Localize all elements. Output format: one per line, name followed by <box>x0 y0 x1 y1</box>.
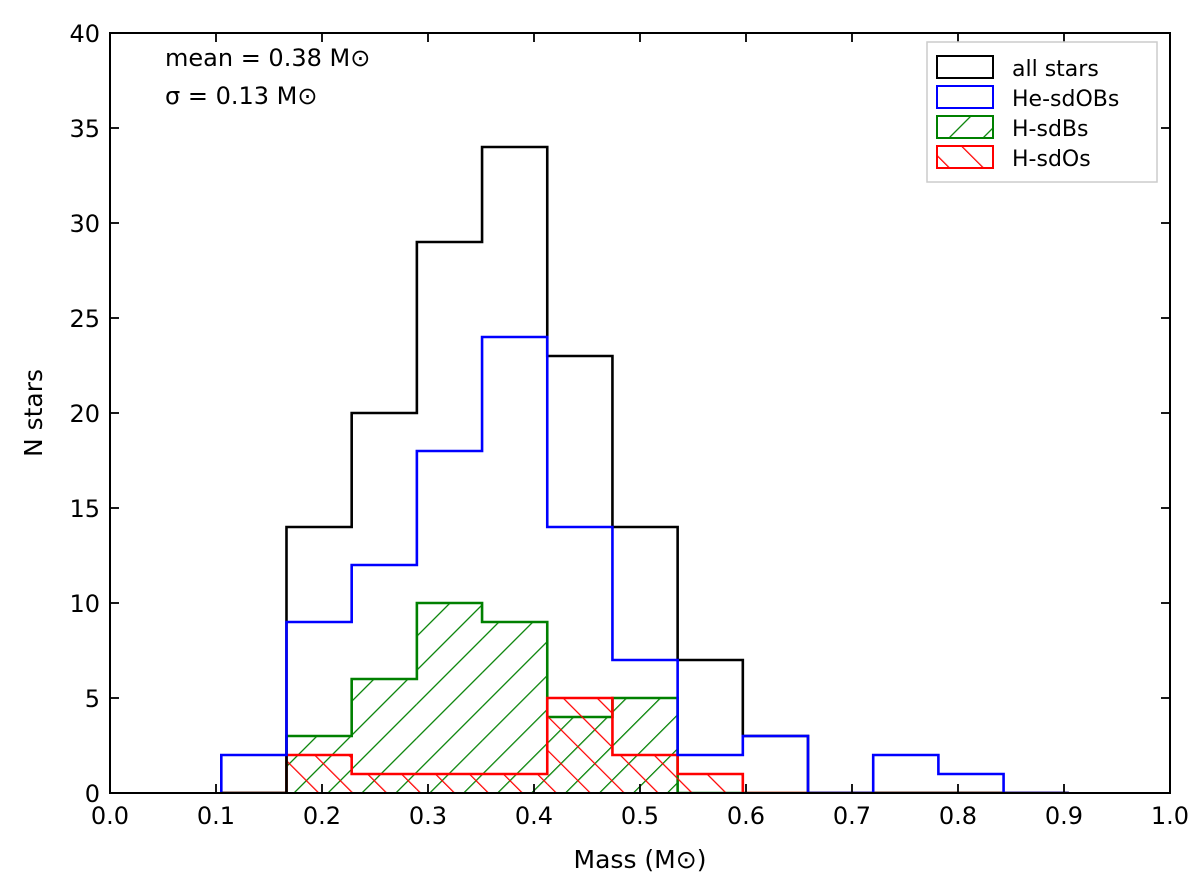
bar-h-sdos-4 <box>482 774 548 793</box>
y-tick-label-0: 0 <box>85 780 100 808</box>
y-tick-label-5: 25 <box>69 305 100 333</box>
legend-swatch-he-sdobs <box>936 85 994 109</box>
y-tick-label-6: 30 <box>69 210 100 238</box>
x-tick-label-1: 0.1 <box>197 802 235 830</box>
legend: all stars He-sdOBs H-sdBs H-sdOs <box>926 41 1158 183</box>
y-axis-label: N stars <box>19 369 48 457</box>
bar-h-sdos-1 <box>286 755 352 793</box>
x-tick-label-8: 0.8 <box>939 802 977 830</box>
x-tick-label-5: 0.5 <box>621 802 659 830</box>
bar-h-sdos-5 <box>547 698 613 793</box>
legend-label-h-sdbs: H-sdBs <box>1012 117 1088 142</box>
legend-swatch-all-stars <box>936 55 994 79</box>
series-layer <box>220 145 1069 793</box>
legend-label-he-sdobs: He-sdOBs <box>1012 87 1119 112</box>
series-all-stars <box>221 145 1069 793</box>
x-tick-label-0: 0.0 <box>91 802 129 830</box>
legend-label-h-sdos: H-sdOs <box>1012 147 1091 172</box>
bar-h-sdos-3 <box>416 774 483 793</box>
x-axis-label: Mass (M⊙) <box>574 845 707 874</box>
annotation-mean: mean = 0.38 M⊙ <box>165 44 370 72</box>
y-tick-label-1: 5 <box>85 685 100 713</box>
legend-swatch-h-sdbs <box>936 115 994 139</box>
bar-h-sdos-6 <box>612 755 678 793</box>
y-tick-label-7: 35 <box>69 115 100 143</box>
step-outline-he-sdobs <box>220 335 1069 793</box>
ticks-layer: 0.0 0.1 0.2 0.3 0.4 0.5 0.6 0.7 0.8 0.9 1.0 0 5 10 15 2… <box>69 20 1189 830</box>
y-tick-label-4: 20 <box>69 400 100 428</box>
x-tick-label-6: 0.6 <box>727 802 765 830</box>
y-tick-label-3: 15 <box>69 495 100 523</box>
bar-h-sdos-7 <box>677 774 743 793</box>
bar-h-sdos-2 <box>351 774 417 793</box>
legend-label-all-stars: all stars <box>1012 57 1099 82</box>
series-he-sdobs <box>220 335 1069 793</box>
x-tick-label-3: 0.3 <box>409 802 447 830</box>
bar-h-sdbs-4 <box>482 622 548 793</box>
y-tick-label-2: 10 <box>69 590 100 618</box>
step-outline-h-sdos <box>221 696 1069 793</box>
x-tick-label-10: 1.0 <box>1151 802 1189 830</box>
legend-swatch-h-sdos <box>936 145 994 169</box>
series-h-sdos <box>221 696 1069 793</box>
x-tick-label-4: 0.4 <box>515 802 553 830</box>
x-tick-label-2: 0.2 <box>303 802 341 830</box>
x-tick-label-7: 0.7 <box>833 802 871 830</box>
x-tick-label-9: 0.9 <box>1045 802 1083 830</box>
annotation-sigma: σ = 0.13 M⊙ <box>165 82 317 110</box>
bar-h-sdbs-3 <box>416 603 483 793</box>
step-outline-all-stars <box>221 145 1069 793</box>
y-tick-label-8: 40 <box>69 20 100 48</box>
